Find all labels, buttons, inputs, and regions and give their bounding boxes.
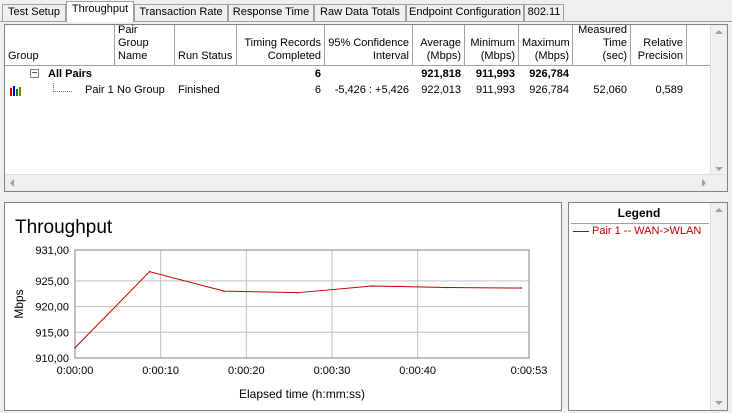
col-header-relative-precision[interactable]: Relative Precision	[631, 25, 687, 66]
pair-1-run-status: Finished	[178, 84, 220, 96]
throughput-chart: 931,00 925,00 920,00 915,00 910,000:00:00 0:0…	[12, 245, 548, 401]
x-tick-label: 0:00:40	[399, 365, 436, 377]
legend-swatch	[573, 230, 589, 232]
legend-vertical-scrollbar[interactable]	[710, 203, 727, 410]
y-tick-label: 915,00	[35, 327, 69, 339]
col-header-maximum[interactable]: Maximum (Mbps)	[519, 25, 573, 66]
col-header-confidence-label: 95% Confidence Interval	[328, 37, 409, 62]
throughput-chart-pane: Throughput 931,00 925,00 920,00 915,00 910,0…	[4, 202, 562, 411]
col-header-group-label: Group	[8, 50, 39, 62]
col-header-minimum[interactable]: Minimum (Mbps)	[465, 25, 519, 66]
pair-chart-icon	[10, 85, 22, 100]
table-vertical-scrollbar[interactable]	[710, 25, 727, 176]
tab-bar: Test Setup Throughput Transaction Rate R…	[0, 0, 732, 22]
collapse-icon[interactable]: −	[30, 68, 39, 79]
x-tick-label: 0:00:00	[57, 365, 94, 377]
col-header-pair-group-name-label: Pair Group Name	[118, 24, 149, 62]
legend-entry-pair-1[interactable]: Pair 1 -- WAN->WLAN	[573, 225, 701, 237]
x-tick-label: 0:00:53	[511, 365, 548, 377]
results-table: Group Pair Group Name Run Status Timing …	[4, 24, 728, 192]
pair-1-minimum: 911,993	[476, 84, 515, 96]
pair-1-relative-precision: 0,589	[655, 84, 683, 96]
tab-802-11[interactable]: 802.11	[524, 4, 564, 21]
scroll-down-icon[interactable]	[715, 167, 723, 171]
chart-title: Throughput	[15, 217, 113, 238]
data-point	[445, 286, 447, 289]
all-pairs-label: All Pairs	[48, 68, 93, 80]
pair-1-confidence: -5,426 : +5,426	[334, 84, 409, 96]
col-header-pair-group-name[interactable]: Pair Group Name	[115, 25, 175, 66]
pair-1-group-name: No Group	[117, 84, 165, 96]
col-header-maximum-label: Maximum (Mbps)	[522, 37, 570, 62]
all-pairs-average: 921,818	[421, 68, 461, 80]
pair-1-label: Pair 1	[85, 84, 114, 96]
col-header-measured-time[interactable]: Measured Time (sec)	[573, 25, 631, 66]
tab-throughput[interactable]: Throughput	[66, 1, 134, 22]
y-tick-label: 920,00	[35, 302, 69, 314]
col-header-group[interactable]: Group	[5, 25, 115, 66]
data-point	[371, 285, 374, 287]
data-point	[520, 287, 523, 289]
pair-1-maximum: 926,784	[529, 84, 569, 96]
legend-separator	[571, 223, 709, 224]
y-axis-label: Mbps	[12, 289, 26, 318]
scroll-left-icon[interactable]	[10, 179, 14, 187]
col-header-run-status-label: Run Status	[178, 50, 233, 62]
tab-transaction-rate[interactable]: Transaction Rate	[134, 4, 228, 21]
pair-1-average: 922,013	[421, 84, 461, 96]
data-point	[148, 270, 151, 273]
col-header-average-label: Average (Mbps)	[420, 37, 461, 62]
table-horizontal-scrollbar[interactable]	[5, 174, 727, 191]
data-point	[296, 291, 299, 294]
tree-connector	[53, 83, 72, 92]
data-point	[74, 346, 76, 349]
all-pairs-timing-records: 6	[314, 68, 321, 80]
x-tick-label: 0:00:10	[142, 365, 179, 377]
tab-endpoint-configuration[interactable]: Endpoint Configuration	[406, 4, 524, 21]
x-tick-label: 0:00:30	[314, 365, 351, 377]
all-pairs-maximum: 926,784	[529, 68, 569, 80]
pair-1-timing-records: 6	[314, 84, 321, 96]
legend-scroll-up-icon[interactable]	[715, 208, 723, 212]
col-header-confidence[interactable]: 95% Confidence Interval	[325, 25, 413, 66]
scroll-right-icon[interactable]	[702, 179, 706, 187]
legend-scroll-down-icon[interactable]	[715, 401, 723, 405]
legend-entry-label: Pair 1 -- WAN->WLAN	[592, 225, 702, 237]
x-tick-label: 0:00:20	[228, 365, 265, 377]
col-header-average[interactable]: Average (Mbps)	[413, 25, 465, 66]
y-tick-label: 910,00	[35, 353, 69, 365]
y-tick-label: 925,00	[35, 276, 69, 288]
all-pairs-minimum: 911,993	[475, 68, 515, 80]
plot-frame	[74, 249, 530, 359]
table-header: Group Pair Group Name Run Status Timing …	[5, 25, 715, 67]
col-header-minimum-label: Minimum (Mbps)	[470, 37, 515, 62]
table-row-all-pairs[interactable]: − All Pairs 6 921,818 911,993 926,784	[5, 67, 715, 82]
tab-bar-line	[0, 21, 732, 22]
col-header-timing-records[interactable]: Timing Records Completed	[237, 25, 325, 66]
y-tick-label: 931,00	[35, 245, 69, 257]
col-header-relative-precision-label: Relative Precision	[637, 37, 683, 62]
x-axis-label: Elapsed time (h:mm:ss)	[239, 387, 365, 401]
col-header-measured-time-label: Measured Time (sec)	[578, 24, 627, 62]
col-header-run-status[interactable]: Run Status	[175, 25, 237, 66]
legend-title: Legend	[617, 206, 661, 220]
col-header-timing-records-label: Timing Records Completed	[244, 37, 321, 62]
table-row-pair-1[interactable]: Pair 1 No Group Finished 6 -5,426 : +5,4…	[5, 83, 715, 98]
data-point	[223, 290, 225, 292]
scroll-up-icon[interactable]	[715, 30, 723, 34]
series-line-pair-1	[74, 271, 522, 349]
tab-test-setup[interactable]: Test Setup	[2, 4, 66, 21]
pair-1-measured-time: 52,060	[593, 84, 627, 96]
tab-response-time[interactable]: Response Time	[228, 4, 314, 21]
legend-pane: Legend Pair 1 -- WAN->WLAN	[568, 202, 728, 411]
tab-raw-data-totals[interactable]: Raw Data Totals	[314, 4, 406, 21]
